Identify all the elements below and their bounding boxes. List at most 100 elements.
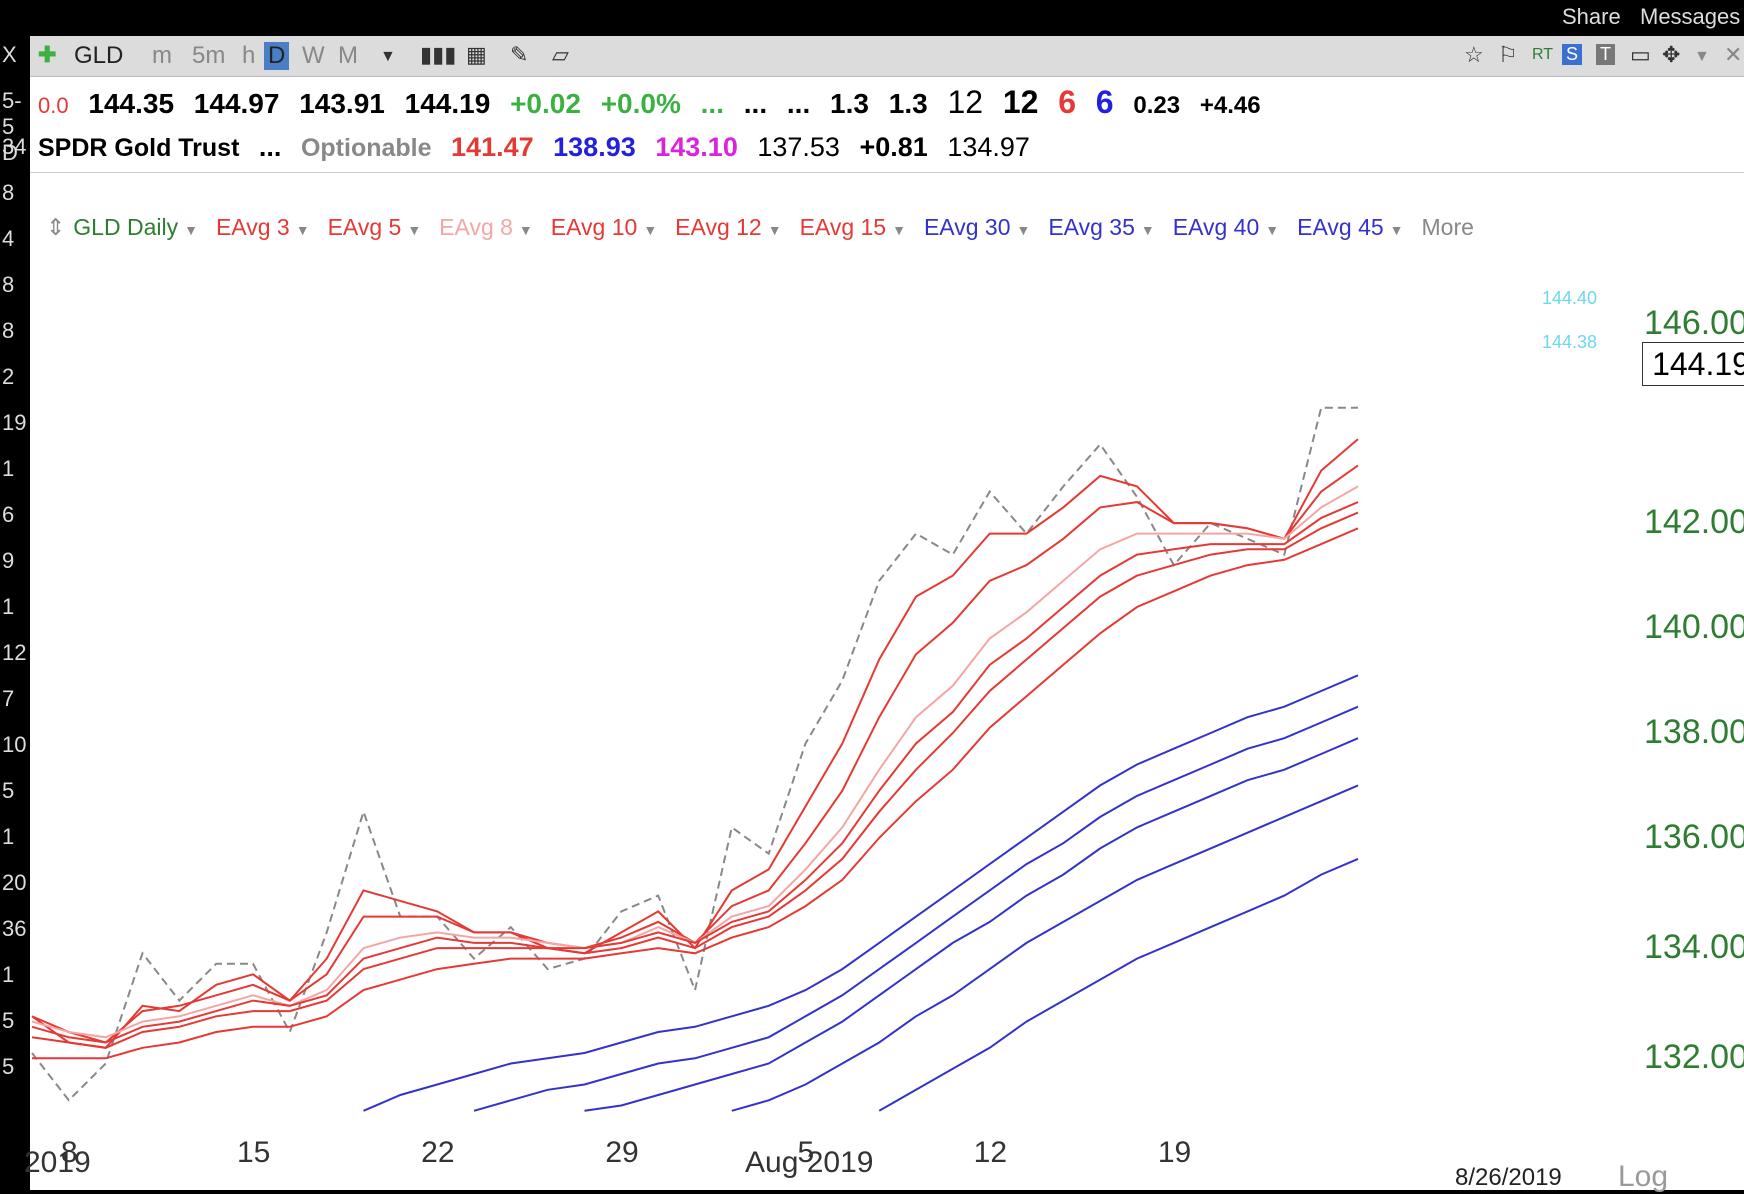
messages-link[interactable]: Messages (1640, 4, 1741, 29)
price-2: 138.93 (553, 132, 636, 162)
series-line-4 (31, 501, 1359, 1044)
legend-caret-icon[interactable]: ▼ (1265, 222, 1280, 238)
legend-caret-icon[interactable]: ▼ (1140, 222, 1155, 238)
save-icon[interactable]: ▭ (1630, 42, 1651, 67)
left-strip-item: 1 (2, 962, 15, 987)
dots-1: ... (700, 88, 724, 119)
pencil-icon[interactable]: ✎ (510, 42, 529, 67)
left-strip-item: 1 (2, 824, 15, 849)
legend-item[interactable]: EAvg 10 ▼ (550, 214, 658, 240)
close-icon[interactable]: ✕ (1724, 42, 1743, 67)
left-strip-item: 4 (2, 226, 15, 251)
value-1: 1.3 (830, 88, 869, 119)
value-7: 0.23 (1133, 92, 1181, 119)
mini-label-low: 144.38 (1542, 332, 1598, 352)
last-price-box: 144.19 (1642, 342, 1744, 386)
note-icon[interactable]: ▱ (552, 42, 569, 67)
left-strip-item: 8 (2, 180, 15, 205)
y-tick-label: 134.00 (1644, 928, 1744, 967)
interval-m-month[interactable]: M (338, 42, 358, 69)
pct-change: +0.0% (600, 88, 681, 119)
price-5: +0.81 (859, 132, 928, 162)
series-line-8 (473, 705, 1359, 1112)
legend-caret-icon[interactable]: ▼ (767, 222, 782, 238)
x-tick-label: 12 (973, 1136, 1008, 1169)
s-badge[interactable]: S (1562, 44, 1583, 65)
left-strip-item: 1 (2, 456, 15, 481)
y-tick-label: 140.00 (1644, 608, 1744, 647)
legend-item[interactable]: EAvg 45 ▼ (1297, 214, 1404, 240)
interval-w[interactable]: W (302, 42, 325, 69)
symbol-label[interactable]: GLD (74, 42, 124, 69)
dropdown-caret-icon[interactable]: ▼ (380, 48, 396, 65)
x-tick-label: 22 (421, 1136, 455, 1169)
interval-m[interactable]: m (152, 42, 172, 69)
name-dots: ... (258, 132, 282, 162)
table-icon[interactable]: ▦ (466, 42, 487, 67)
change-zero: 0.0 (38, 93, 69, 118)
x-year-label: 2019 (24, 1146, 91, 1179)
legend-item[interactable]: EAvg 40 ▼ (1172, 214, 1280, 240)
quote-line-2: SPDR Gold Trust ... Optionable 141.47 13… (38, 132, 1042, 172)
header-separator (30, 172, 1744, 173)
legend-toggle-icon[interactable]: ⇕ (46, 214, 66, 240)
legend-caret-icon[interactable]: ▼ (407, 222, 422, 238)
legend-caret-icon[interactable]: ▼ (892, 222, 906, 238)
legend-item[interactable]: EAvg 12 ▼ (675, 214, 782, 240)
interval-d[interactable]: D (264, 42, 290, 70)
legend-item[interactable]: EAvg 35 ▼ (1048, 214, 1155, 240)
star-icon[interactable]: ☆ (1464, 42, 1484, 67)
legend-more[interactable]: More (1421, 214, 1474, 240)
left-strip-item: 5 (2, 778, 15, 803)
menu-caret-icon[interactable]: ▼ (1694, 48, 1710, 65)
price-6: 134.97 (947, 132, 1030, 162)
bar-chart-icon[interactable]: ▮▮▮ (420, 42, 457, 67)
left-strip-item: 2 (2, 364, 15, 389)
series-line-10 (731, 784, 1359, 1112)
value-5: 6 (1058, 84, 1077, 120)
left-strip-item: 9 (2, 548, 15, 573)
quote-line-1: 0.0 144.35 144.97 143.91 144.19 +0.02 +0… (38, 84, 1273, 124)
left-strip-item: X (2, 42, 17, 67)
left-strip-item: 10 (2, 732, 27, 757)
y-axis: 146.00 142.00 140.00 138.00 136.00 134.00 132.… (1610, 236, 1744, 1136)
legend-caret-icon[interactable]: ▼ (295, 222, 310, 238)
add-symbol-icon[interactable]: ✚ (38, 42, 57, 67)
legend-item[interactable]: EAvg 15 ▼ (799, 214, 906, 240)
y-tick-label: 146.00 (1644, 303, 1744, 342)
x-tick-label: 8 (60, 1136, 78, 1169)
dots-3: ... (786, 88, 811, 119)
legend-caret-icon[interactable]: ▼ (1389, 222, 1404, 238)
legend-item[interactable]: EAvg 8 ▼ (439, 214, 533, 240)
log-scale-button[interactable]: Log (1618, 1160, 1669, 1193)
share-link[interactable]: Share (1562, 4, 1621, 29)
legend-item[interactable]: EAvg 30 ▼ (923, 214, 1031, 240)
left-strip-item: 5- 5 D (2, 88, 22, 165)
flag-icon[interactable]: ⚐ (1498, 42, 1518, 67)
left-strip-item: 19 (2, 410, 27, 435)
interval-h[interactable]: h (242, 42, 256, 69)
close-price: 144.19 (404, 88, 491, 119)
legend-caret-icon[interactable]: ▼ (1016, 222, 1031, 238)
low-price: 143.91 (299, 88, 385, 119)
legend-caret-icon[interactable]: ▼ (518, 222, 533, 238)
value-3: 12 (947, 84, 984, 120)
series-line-6 (32, 527, 1359, 1060)
left-strip-item: 20 (2, 870, 27, 895)
rt-label[interactable]: RT (1532, 46, 1554, 63)
value-4: 12 (1002, 84, 1039, 120)
legend-item[interactable]: EAvg 3 ▼ (215, 214, 310, 240)
x-tick-label: 29 (605, 1136, 639, 1169)
move-icon[interactable]: ✥ (1662, 42, 1681, 67)
interval-5m[interactable]: 5m (192, 42, 226, 69)
price-chart[interactable] (30, 36, 1610, 1190)
security-name: SPDR Gold Trust (38, 134, 240, 162)
legend-caret-icon[interactable]: ▼ (184, 222, 198, 238)
legend-caret-icon[interactable]: ▼ (643, 222, 658, 238)
legend-item[interactable]: GLD Daily ▼ (73, 214, 198, 240)
left-strip-item: 5 (2, 1008, 15, 1033)
legend-item[interactable]: EAvg 5 ▼ (327, 214, 422, 240)
t-badge[interactable]: T (1596, 44, 1615, 65)
left-strip-item: 12 (2, 640, 27, 665)
left-strip-item: 8 (2, 272, 15, 297)
